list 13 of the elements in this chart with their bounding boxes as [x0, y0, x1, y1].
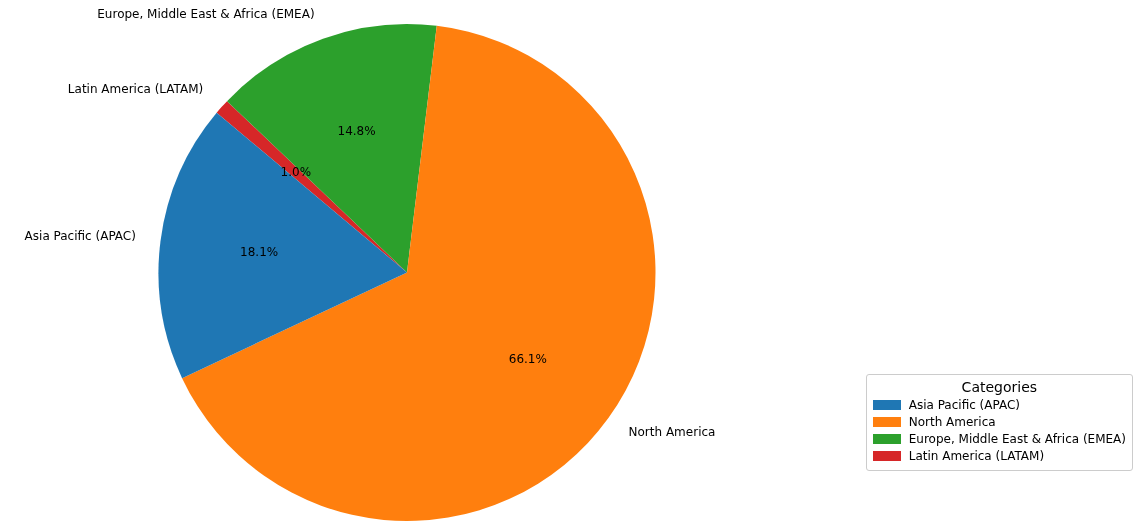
data-label: 18.1%	[240, 245, 279, 260]
legend-label: Europe, Middle East & Africa (EMEA)	[908, 432, 1126, 446]
data-label: 14.8%	[337, 124, 376, 139]
legend-label: Asia Pacific (APAC)	[908, 398, 1021, 412]
data-label: 1.0%	[280, 165, 312, 180]
slice-label: Latin America (LATAM)	[67, 82, 204, 97]
legend-label: North America	[908, 415, 996, 429]
slice-label: Europe, Middle East & Africa (EMEA)	[97, 7, 315, 22]
data-label: 66.1%	[508, 351, 547, 366]
legend-title: Categories	[960, 379, 1039, 395]
slice-label: Asia Pacific (APAC)	[24, 229, 136, 244]
slice-label: North America	[628, 424, 716, 439]
legend-label: Latin America (LATAM)	[908, 449, 1045, 463]
